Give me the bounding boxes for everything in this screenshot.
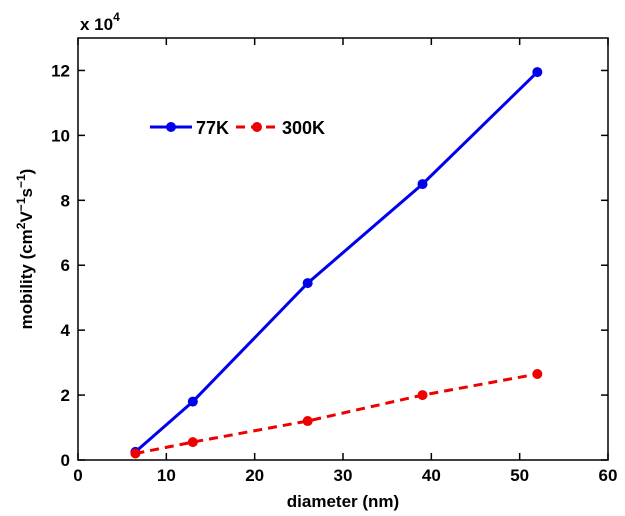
data-point-300K xyxy=(130,448,141,459)
x-tick-label: 40 xyxy=(422,466,441,485)
x-tick-label: 50 xyxy=(510,466,529,485)
y-tick-label: 10 xyxy=(51,126,70,145)
x-tick-label: 0 xyxy=(73,466,82,485)
data-point-300K xyxy=(302,416,313,427)
data-point-77K xyxy=(302,278,313,289)
series-layer xyxy=(130,67,543,459)
legend-marker-77K xyxy=(166,122,176,132)
data-point-77K xyxy=(187,396,198,407)
legend-marker-300K xyxy=(252,122,262,132)
y-tick-label: 12 xyxy=(51,61,70,80)
data-point-300K xyxy=(187,437,198,448)
series-line-300K xyxy=(135,372,538,455)
y-tick-label: 8 xyxy=(61,191,70,210)
data-point-77K xyxy=(532,67,543,78)
y-axis-label: mobility (cm2V−1s−1) xyxy=(14,169,36,330)
y-tick-label: 2 xyxy=(61,386,70,405)
data-point-300K xyxy=(417,390,428,401)
x-tick-label: 60 xyxy=(599,466,618,485)
y-multiplier-base: x 10 xyxy=(80,15,113,34)
y-multiplier: x 104 xyxy=(80,10,120,34)
x-axis-label: diameter (nm) xyxy=(287,492,399,511)
axis-ticks: 0 10 20 30 40 50 60 0 2 4 6 8 10 12 xyxy=(51,38,617,485)
data-point-300K xyxy=(532,368,543,379)
y-multiplier-exponent: 4 xyxy=(113,10,120,24)
x-tick-label: 10 xyxy=(157,466,176,485)
legend-label-77K: 77K xyxy=(196,118,229,138)
legend-label-300K: 300K xyxy=(282,118,325,138)
data-point-77K xyxy=(417,179,428,190)
x-tick-label: 20 xyxy=(245,466,264,485)
y-tick-label: 6 xyxy=(61,256,70,275)
x-tick-label: 30 xyxy=(334,466,353,485)
y-tick-label: 4 xyxy=(61,321,71,340)
plot-area xyxy=(77,37,609,461)
legend: 77K 300K xyxy=(150,118,325,138)
y-tick-label: 0 xyxy=(61,451,70,470)
